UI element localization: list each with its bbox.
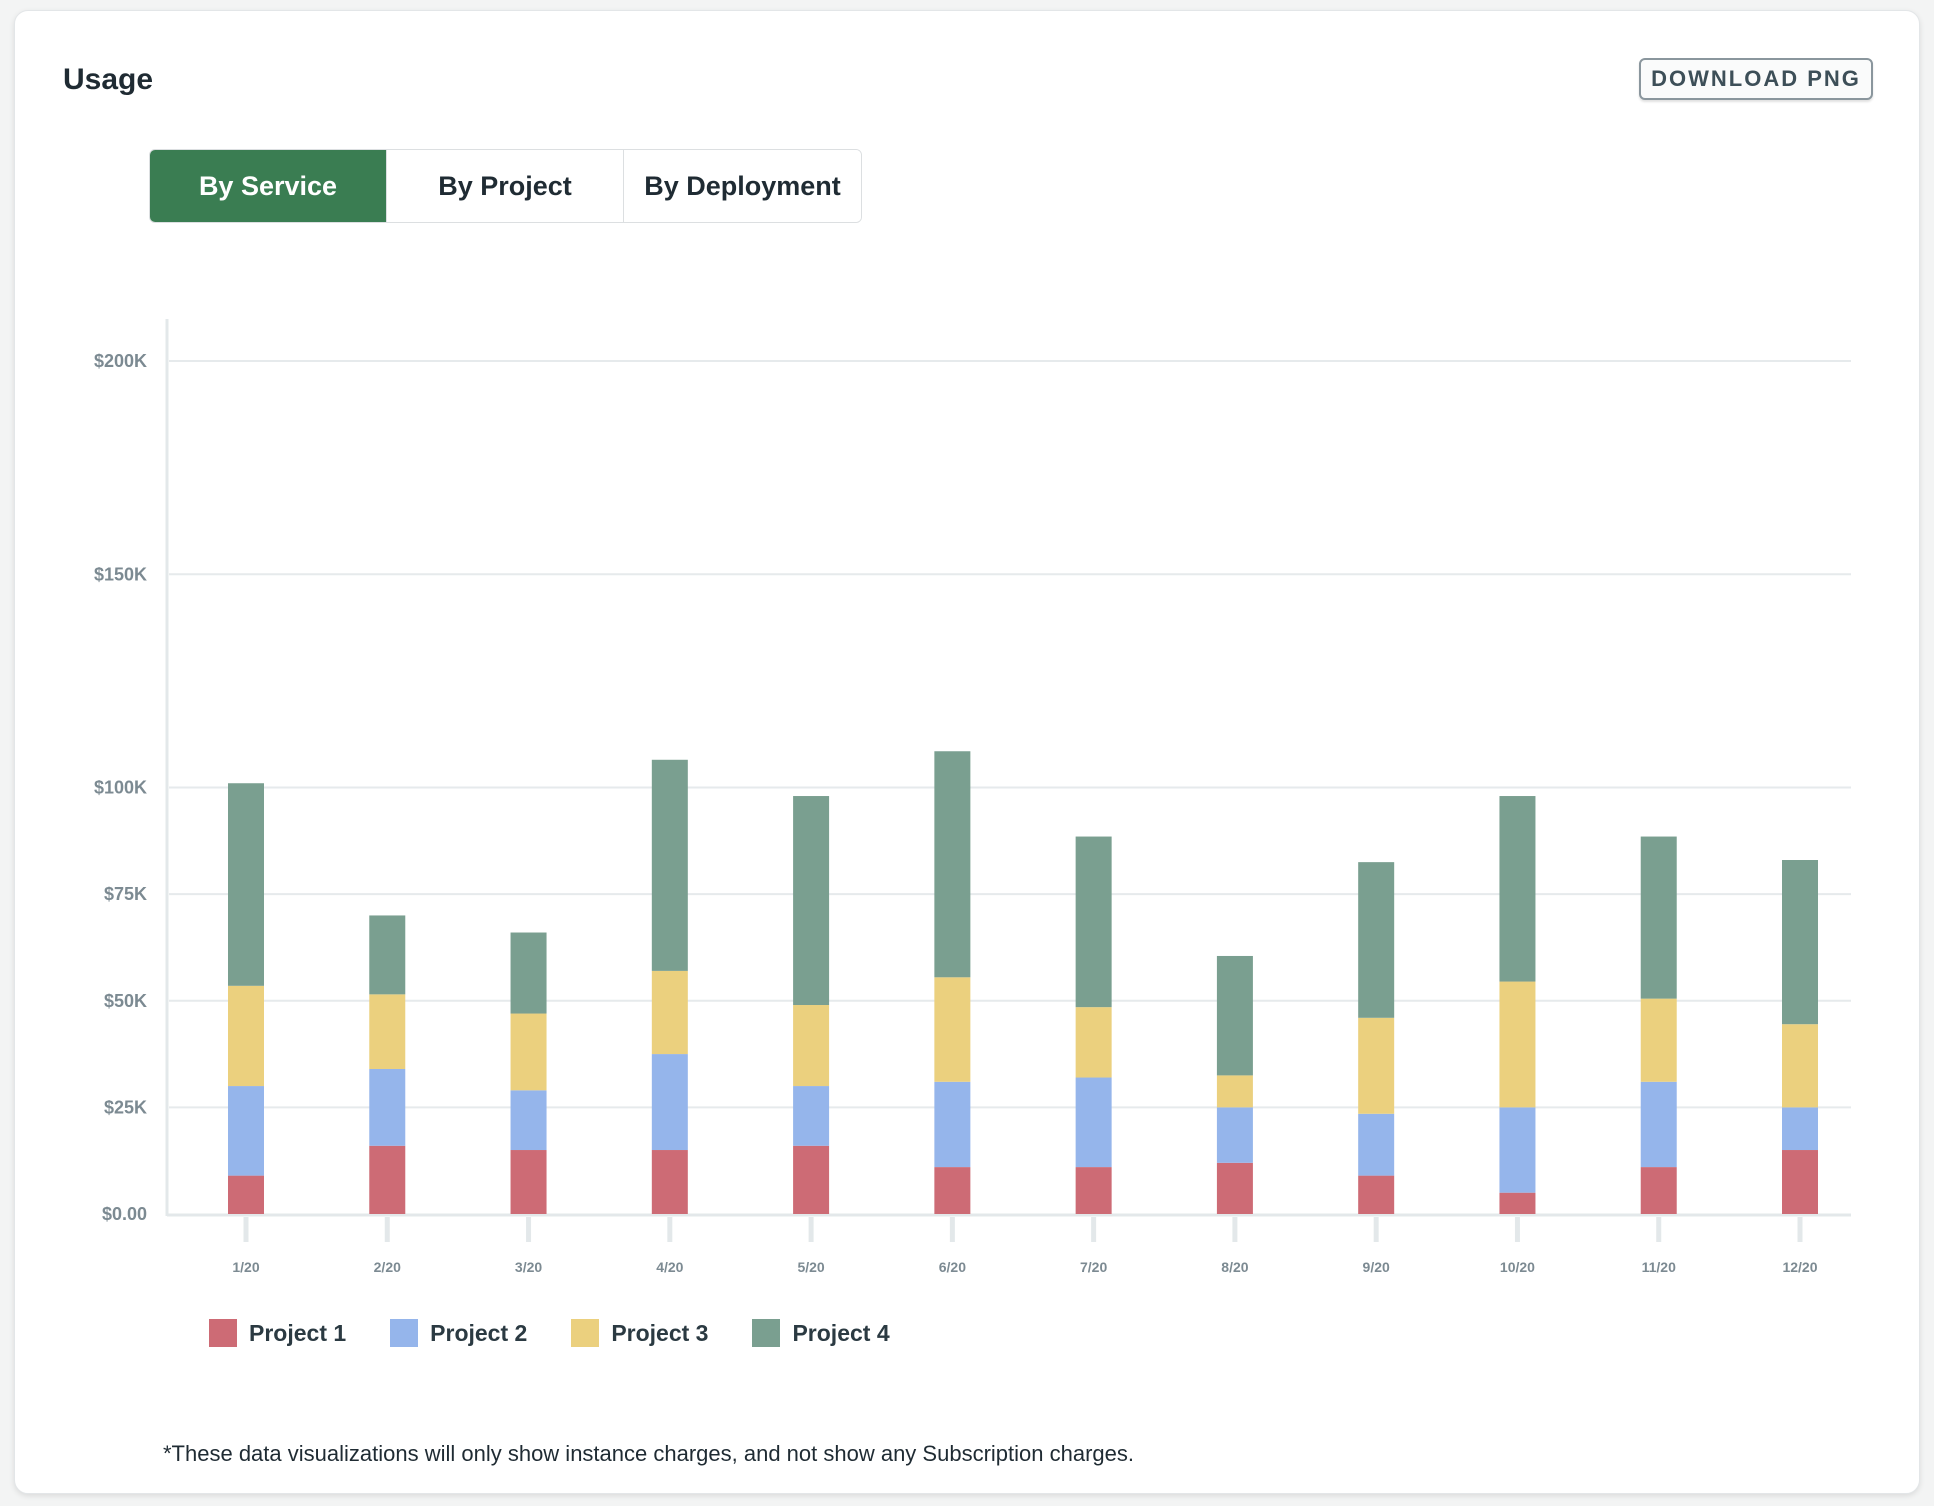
bar-10-20-project-1[interactable]	[1499, 1192, 1536, 1214]
bar-6-20-project-1[interactable]	[934, 1167, 971, 1214]
bar-2-20-project-3[interactable]	[369, 994, 406, 1069]
bar-9-20-project-2[interactable]	[1358, 1113, 1395, 1176]
bar-6-20-project-3[interactable]	[934, 977, 971, 1082]
x-tick-label: 8/20	[1221, 1259, 1248, 1275]
bar-6-20-project-4[interactable]	[934, 751, 971, 978]
tab-by-deployment[interactable]: By Deployment	[624, 150, 861, 222]
y-tick-label: $75K	[104, 884, 147, 904]
x-tick-label: 4/20	[656, 1259, 683, 1275]
footnote: *These data visualizations will only sho…	[163, 1441, 1134, 1466]
bar-6-20-project-2[interactable]	[934, 1081, 971, 1168]
bar-12-20-project-2[interactable]	[1782, 1107, 1818, 1151]
bar-3-20-project-4[interactable]	[510, 932, 547, 1014]
bar-7-20-project-2[interactable]	[1075, 1077, 1112, 1168]
y-tick-label: $200K	[94, 351, 147, 371]
bar-11-20-project-1[interactable]	[1640, 1167, 1677, 1214]
bar-5-20-project-2[interactable]	[793, 1086, 830, 1146]
bar-4-20-project-3[interactable]	[651, 970, 688, 1055]
tab-by-project[interactable]: By Project	[387, 150, 624, 222]
legend-label-project-1: Project 1	[249, 1319, 347, 1346]
tab-by-service[interactable]: By Service	[150, 150, 387, 222]
bar-3-20-project-3[interactable]	[510, 1013, 547, 1091]
x-tick-label: 6/20	[939, 1259, 966, 1275]
bar-11-20-project-3[interactable]	[1640, 998, 1677, 1082]
x-tick-label: 5/20	[797, 1259, 824, 1275]
bar-1-20-project-4[interactable]	[228, 783, 264, 986]
usage-bar-chart: $0.00 $25K $50K $75K $100K $150K $200K 1/20 2/20…	[94, 319, 1851, 1275]
y-tick-label: $150K	[94, 564, 147, 584]
bar-12-20-project-1[interactable]	[1782, 1150, 1818, 1214]
bar-1-20-project-3[interactable]	[228, 985, 264, 1087]
bar-1-20-project-2[interactable]	[228, 1086, 264, 1176]
bar-4-20-project-1[interactable]	[651, 1150, 688, 1214]
bar-7-20-project-4[interactable]	[1075, 836, 1112, 1008]
x-tick-label: 7/20	[1080, 1259, 1107, 1275]
x-tick-label: 9/20	[1363, 1259, 1390, 1275]
bar-2-20-project-1[interactable]	[369, 1145, 406, 1214]
bar-2-20-project-2[interactable]	[369, 1068, 406, 1146]
legend-swatch-project-3	[571, 1319, 600, 1347]
bar-1-20-project-1[interactable]	[228, 1175, 264, 1214]
legend-item-project-1[interactable]: Project 1	[209, 1319, 346, 1347]
bar-8-20-project-1[interactable]	[1216, 1162, 1253, 1214]
view-tabs: By Service By Project By Deployment	[149, 149, 862, 223]
bar-9-20-project-3[interactable]	[1358, 1017, 1395, 1114]
bar-12-20-project-3[interactable]	[1782, 1024, 1818, 1108]
bar-7-20-project-3[interactable]	[1075, 1007, 1112, 1078]
bar-10-20-project-2[interactable]	[1499, 1107, 1536, 1193]
legend-swatch-project-4	[752, 1319, 781, 1347]
legend-item-project-4[interactable]: Project 4	[752, 1319, 890, 1347]
legend-label-project-4: Project 4	[792, 1319, 890, 1346]
bar-5-20-project-3[interactable]	[793, 1005, 830, 1087]
legend-item-project-3[interactable]: Project 3	[571, 1319, 708, 1347]
legend-swatch-project-1	[209, 1319, 237, 1347]
y-tick-label: $50K	[104, 991, 147, 1011]
bar-11-20-project-2[interactable]	[1640, 1081, 1677, 1168]
y-tick-label: $100K	[94, 778, 147, 798]
bar-4-20-project-2[interactable]	[651, 1054, 688, 1151]
legend-label-project-3: Project 3	[611, 1319, 709, 1346]
bar-3-20-project-2[interactable]	[510, 1090, 547, 1151]
x-tick-label: 1/20	[232, 1259, 259, 1275]
bar-9-20-project-4[interactable]	[1358, 862, 1395, 1018]
bar-9-20-project-1[interactable]	[1358, 1175, 1395, 1214]
bar-10-20-project-4[interactable]	[1499, 796, 1536, 982]
bar-7-20-project-1[interactable]	[1075, 1167, 1112, 1214]
chart-legend: Project 1 Project 2 Project 3 Project 4	[209, 1319, 890, 1347]
bar-5-20-project-1[interactable]	[793, 1145, 830, 1214]
usage-card: Usage DOWNLOAD PNG By Service By Project…	[14, 10, 1920, 1494]
bar-3-20-project-1[interactable]	[510, 1150, 547, 1214]
bar-2-20-project-4[interactable]	[369, 915, 406, 995]
x-tick-label: 12/20	[1782, 1259, 1817, 1275]
bar-8-20-project-2[interactable]	[1216, 1107, 1253, 1163]
bar-8-20-project-3[interactable]	[1216, 1075, 1253, 1108]
page-title: Usage	[63, 63, 154, 96]
bar-11-20-project-4[interactable]	[1640, 836, 1677, 999]
legend-item-project-2[interactable]: Project 2	[390, 1319, 527, 1347]
download-png-button[interactable]: DOWNLOAD PNG	[1639, 58, 1873, 100]
x-tick-label: 10/20	[1500, 1259, 1535, 1275]
x-tick-label: 3/20	[515, 1259, 542, 1275]
x-tick-label: 2/20	[374, 1259, 401, 1275]
bar-8-20-project-4[interactable]	[1216, 955, 1253, 1076]
y-tick-label: $25K	[104, 1097, 147, 1117]
y-tick-label: $0.00	[102, 1204, 147, 1224]
x-tick-label: 11/20	[1642, 1259, 1676, 1275]
bar-10-20-project-3[interactable]	[1499, 981, 1536, 1108]
legend-swatch-project-2	[390, 1319, 419, 1347]
legend-label-project-2: Project 2	[430, 1319, 528, 1346]
bar-5-20-project-4[interactable]	[793, 796, 830, 1006]
bar-4-20-project-4[interactable]	[651, 759, 688, 971]
bar-12-20-project-4[interactable]	[1782, 860, 1818, 1025]
